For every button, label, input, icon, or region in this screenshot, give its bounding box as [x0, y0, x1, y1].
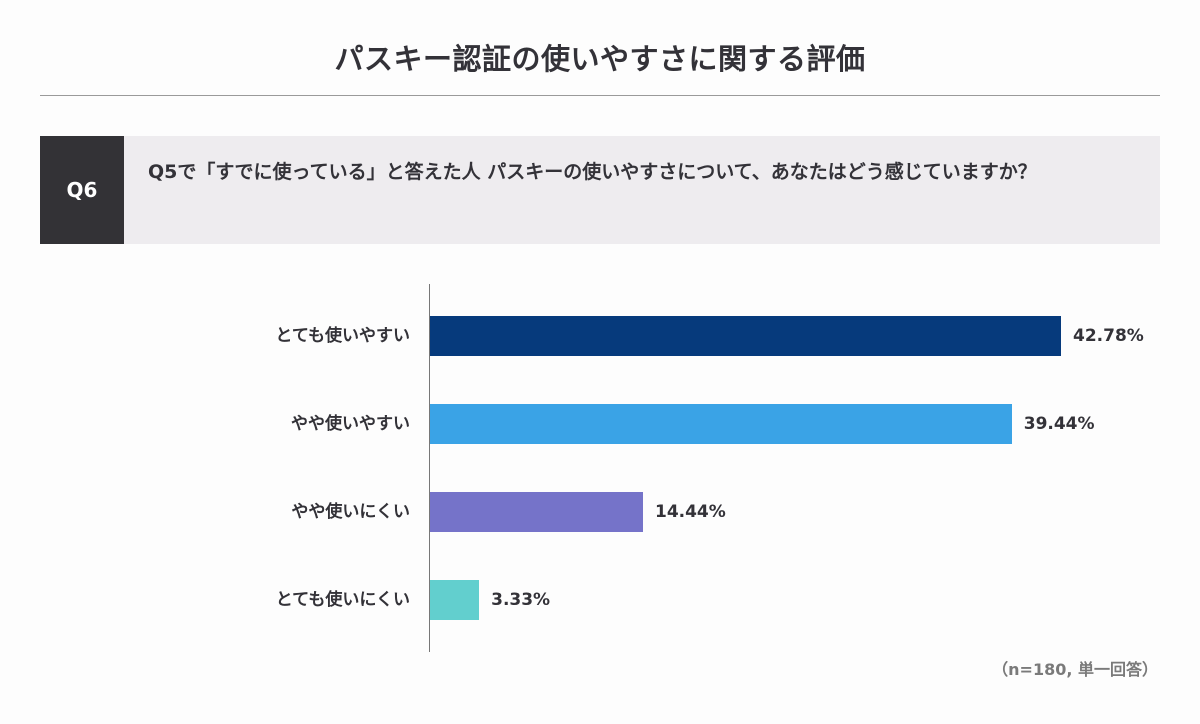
bar	[430, 492, 643, 532]
category-label: とても使いにくい	[275, 590, 410, 610]
question-number-badge: Q6	[40, 136, 124, 244]
title-divider	[40, 95, 1160, 96]
y-axis-line	[429, 284, 430, 652]
bar	[430, 404, 1012, 444]
question-text: Q5で「すでに使っている」と答えた人 パスキーの使いやすさについて、あなたはどう…	[148, 161, 1037, 183]
bar-row: やや使いにくい 14.44%	[0, 492, 1200, 532]
category-label: とても使いやすい	[275, 326, 410, 346]
bar-row: やや使いやすい 39.44%	[0, 404, 1200, 444]
bar-row: とても使いにくい 3.33%	[0, 580, 1200, 620]
category-label: やや使いにくい	[291, 502, 410, 522]
value-label: 39.44%	[1023, 414, 1095, 434]
category-label: やや使いやすい	[291, 414, 410, 434]
question-box: Q6 Q5で「すでに使っている」と答えた人 パスキーの使いやすさについて、あなた…	[40, 136, 1160, 244]
sample-size-note: （n=180, 単一回答）	[992, 660, 1158, 679]
value-label: 42.78%	[1073, 326, 1144, 346]
bar	[430, 580, 480, 620]
bar	[430, 316, 1061, 356]
chart-title: パスキー認証の使いやすさに関する評価	[334, 42, 866, 76]
bar-row: とても使いやすい 42.78%	[0, 316, 1200, 356]
value-label: 14.44%	[654, 502, 726, 522]
value-label: 3.33%	[491, 590, 551, 610]
